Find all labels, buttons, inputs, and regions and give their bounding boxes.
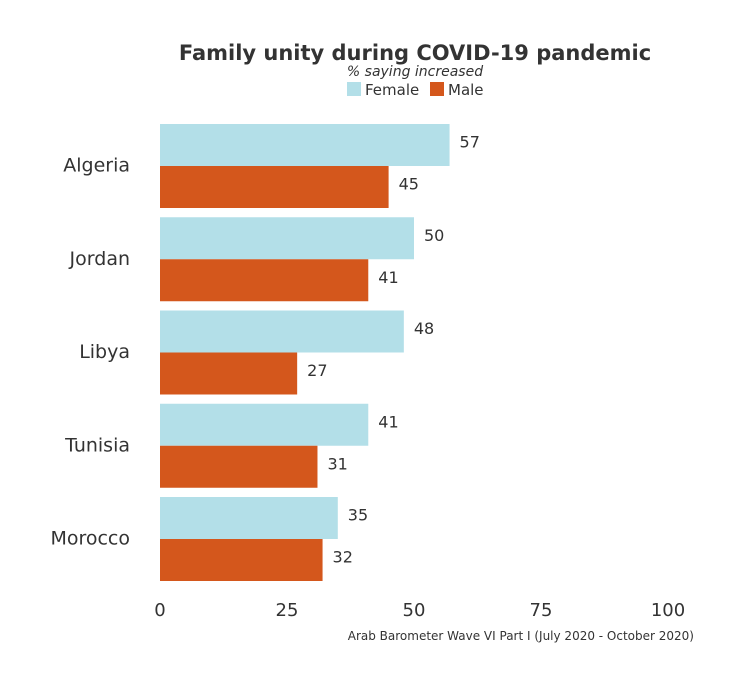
bars-layer: 57 45 50 41 48 27 41 31 35 32 — [160, 124, 480, 581]
bar-algeria-female — [160, 124, 450, 166]
x-tick-label: 75 — [530, 600, 553, 621]
chart-caption: Arab Barometer Wave VI Part I (July 2020… — [348, 629, 694, 643]
value-label-algeria-female: 57 — [460, 133, 480, 152]
chart-title: Family unity during COVID-19 pandemic — [179, 41, 651, 65]
value-label-algeria-male: 45 — [399, 175, 419, 194]
bar-jordan-male — [160, 259, 369, 302]
category-label-algeria: Algeria — [63, 155, 130, 177]
category-label-morocco: Morocco — [50, 528, 130, 550]
legend-label-female: Female — [365, 81, 419, 99]
bar-morocco-female — [160, 497, 338, 539]
x-axis-ticks: 0 25 50 75 100 — [154, 600, 685, 621]
value-label-tunisia-male: 31 — [327, 454, 347, 473]
legend-swatch-male — [430, 82, 444, 96]
bar-tunisia-female — [160, 403, 369, 446]
bar-algeria-male — [160, 166, 389, 208]
bar-morocco-male — [160, 539, 323, 581]
legend-label-male: Male — [448, 81, 484, 99]
bar-libya-male — [160, 352, 298, 395]
bar-tunisia-male — [160, 445, 318, 488]
category-labels: Algeria Jordan Libya Tunisia Morocco — [50, 155, 130, 550]
bar-jordan-female — [160, 217, 414, 260]
bar-libya-female — [160, 310, 404, 353]
x-tick-label: 100 — [651, 600, 685, 621]
x-tick-label: 50 — [403, 600, 426, 621]
value-label-morocco-male: 32 — [333, 548, 353, 567]
value-label-jordan-female: 50 — [424, 226, 444, 245]
x-tick-label: 0 — [154, 600, 165, 621]
chart-subtitle: % saying increased — [347, 64, 483, 80]
value-label-libya-male: 27 — [307, 361, 327, 380]
value-label-jordan-male: 41 — [378, 268, 398, 287]
legend-swatch-female — [347, 82, 361, 96]
value-label-tunisia-female: 41 — [378, 412, 398, 431]
legend: Female Male — [347, 81, 484, 99]
x-tick-label: 25 — [276, 600, 299, 621]
category-label-tunisia: Tunisia — [64, 434, 130, 456]
category-label-libya: Libya — [79, 341, 130, 363]
value-label-libya-female: 48 — [414, 319, 434, 338]
value-label-morocco-female: 35 — [348, 506, 368, 525]
category-label-jordan: Jordan — [69, 248, 130, 270]
